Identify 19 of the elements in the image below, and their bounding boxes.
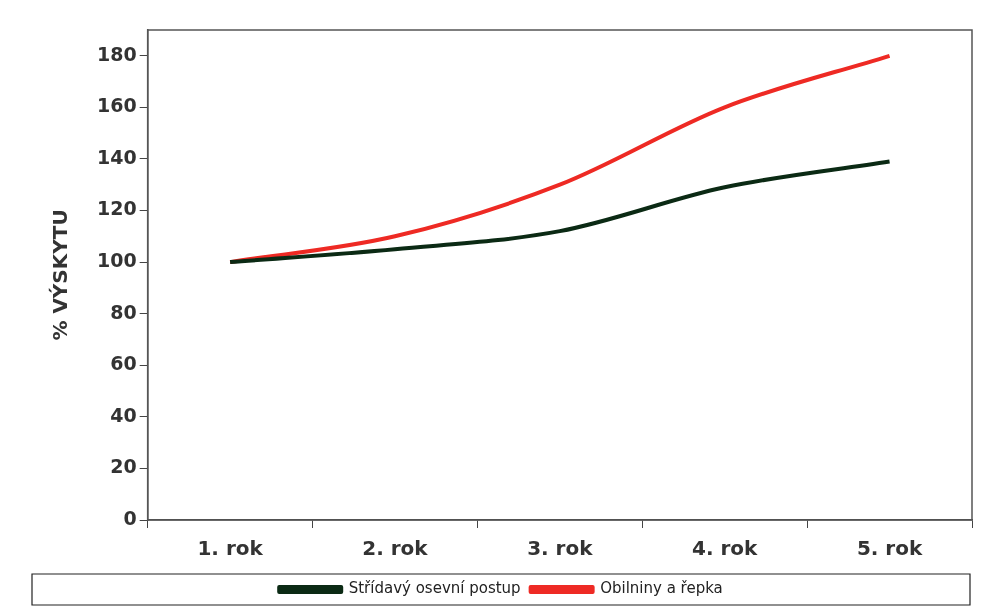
x-tick-label: 5. rok bbox=[856, 536, 923, 561]
y-tick-label: 80 bbox=[110, 300, 137, 323]
y-tick-label: 120 bbox=[96, 197, 137, 220]
y-tick-label: 180 bbox=[96, 42, 137, 65]
line-series bbox=[228, 159, 892, 265]
y-tick-label: 60 bbox=[110, 352, 137, 375]
y-tick-label: 100 bbox=[96, 249, 137, 272]
y-tick-label: 40 bbox=[110, 403, 137, 426]
legend-label: Obilniny a řepka bbox=[600, 579, 723, 598]
x-tick-label: 1. rok bbox=[197, 536, 264, 561]
x-tick-label: 3. rok bbox=[527, 536, 594, 561]
y-axis-title: % VÝSKYTU bbox=[48, 209, 73, 341]
x-tick-label: 2. rok bbox=[362, 536, 429, 561]
y-tick-label: 140 bbox=[96, 145, 137, 168]
x-tick-label: 4. rok bbox=[692, 536, 759, 561]
y-tick-label: 20 bbox=[110, 455, 137, 478]
y-tick-label: 160 bbox=[96, 94, 137, 117]
legend-label: Střídavý osevní postup bbox=[348, 579, 521, 598]
y-tick-label: 0 bbox=[123, 506, 137, 529]
